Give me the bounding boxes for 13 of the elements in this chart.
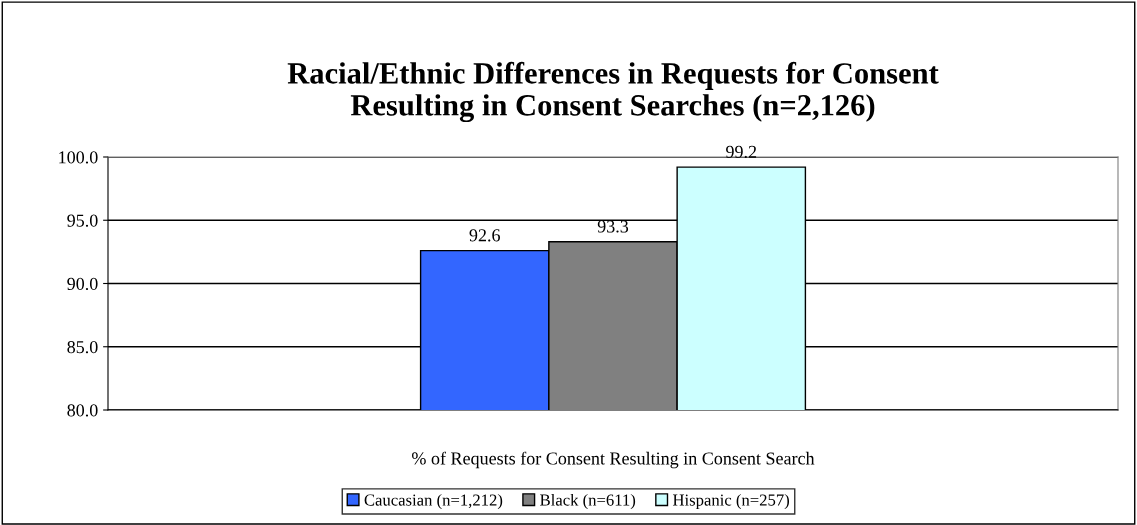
y-tick-label: 80.0: [67, 404, 98, 417]
y-tick-label: 100.0: [59, 151, 98, 164]
y-tick-label: 85.0: [67, 341, 98, 354]
legend-label: Caucasian (n=1,212): [364, 493, 503, 510]
x-tick-label: % of Requests for Consent Resulting in Consent Search: [412, 451, 815, 469]
y-tick-label: 95.0: [67, 214, 98, 227]
legend-label: Hispanic (n=257): [672, 493, 790, 510]
y-tick-label: 90.0: [67, 277, 98, 291]
data-label: 99.2: [726, 145, 757, 158]
data-label: 93.3: [597, 220, 629, 233]
legend-label: Black (n=611): [540, 493, 636, 510]
chart-title: Racial/Ethnic Differences in Requests for Consent Resulting in Consent Searches (n=2,126): [287, 61, 939, 123]
data-label: 92.6: [469, 229, 500, 242]
